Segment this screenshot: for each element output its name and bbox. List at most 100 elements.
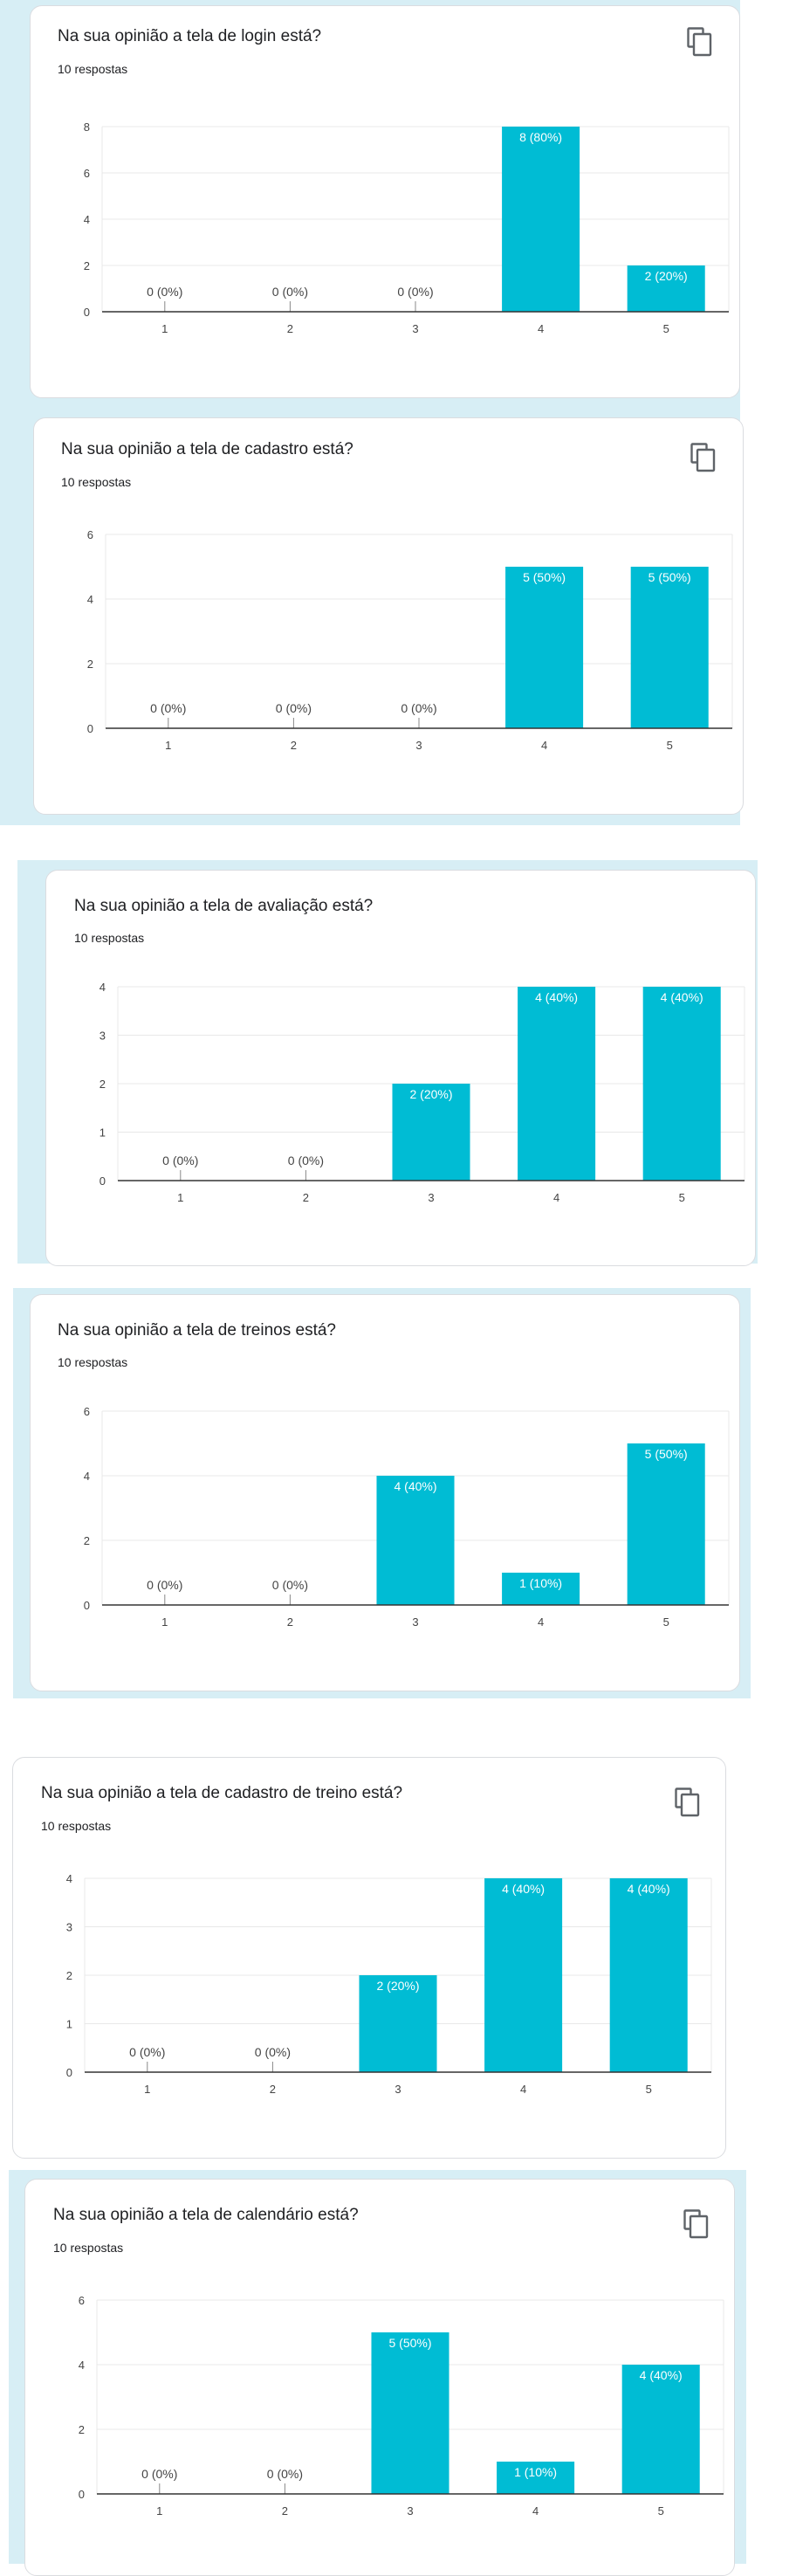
x-tick-label: 2 xyxy=(270,2083,276,2096)
x-tick-label: 5 xyxy=(663,322,669,335)
data-label: 4 (40%) xyxy=(502,1882,545,1896)
bar xyxy=(497,2462,575,2494)
y-tick-label: 2 xyxy=(79,2423,85,2436)
copy-icon xyxy=(690,443,716,472)
copy-chart-button[interactable] xyxy=(690,443,717,472)
y-tick-label: 0 xyxy=(100,1174,106,1188)
x-tick-label: 1 xyxy=(165,739,171,752)
response-count: 10 respostas xyxy=(41,1819,112,1833)
bar xyxy=(630,567,709,728)
x-tick-label: 1 xyxy=(144,2083,150,2096)
question-card-treinos: Na sua opinião a tela de treinos está? 1… xyxy=(30,1294,740,1691)
bar-chart: 0 1 2 3 4 0 (0%) 1 0 (0%) 2 2 (20%) 3 4 (40%) 4 4 (40… xyxy=(100,981,745,1204)
y-tick-label: 2 xyxy=(66,1969,72,1982)
data-label: 0 (0%) xyxy=(141,2467,177,2481)
question-title: Na sua opinião a tela de treinos está? xyxy=(58,1321,336,1340)
x-tick-label: 5 xyxy=(658,2504,664,2517)
y-tick-label: 2 xyxy=(84,259,90,272)
x-tick-label: 4 xyxy=(538,322,544,335)
question-title: Na sua opinião a tela de cadastro de tre… xyxy=(41,1784,403,1802)
data-label: 1 (10%) xyxy=(519,1576,562,1590)
data-label: 5 (50%) xyxy=(388,2336,431,2350)
question-title: Na sua opinião a tela de avaliação está? xyxy=(74,897,374,915)
data-label: 0 (0%) xyxy=(272,1578,308,1592)
bar xyxy=(505,567,584,728)
x-tick-label: 5 xyxy=(646,2083,652,2096)
data-label: 1 (10%) xyxy=(514,2465,557,2479)
x-tick-label: 5 xyxy=(663,1615,669,1629)
question-card-calendario: Na sua opinião a tela de calendário está… xyxy=(24,2179,735,2576)
x-tick-label: 3 xyxy=(407,2504,413,2517)
y-tick-label: 4 xyxy=(87,593,93,606)
y-tick-label: 4 xyxy=(100,981,106,994)
copy-chart-button[interactable] xyxy=(675,1787,701,1817)
response-count: 10 respostas xyxy=(58,1355,128,1369)
response-count: 10 respostas xyxy=(53,2241,124,2255)
bar-chart: 0 2 4 6 0 (0%) 1 0 (0%) 2 0 (0%) 3 5 (50%) 4 5 (50%)… xyxy=(87,528,733,752)
x-tick-label: 1 xyxy=(161,1615,168,1629)
response-count: 10 respostas xyxy=(61,475,132,489)
bar xyxy=(484,1878,563,2072)
x-tick-label: 4 xyxy=(553,1191,559,1204)
y-tick-label: 6 xyxy=(84,167,90,180)
data-label: 0 (0%) xyxy=(255,2045,291,2059)
data-label: 5 (50%) xyxy=(645,1447,688,1461)
copy-chart-button[interactable] xyxy=(683,2209,710,2239)
x-tick-label: 2 xyxy=(287,322,293,335)
bar-chart: 0 2 4 6 0 (0%) 1 0 (0%) 2 5 (50%) 3 1 (10%) 4 4 (40%… xyxy=(79,2294,724,2517)
copy-icon xyxy=(675,1787,700,1817)
x-tick-label: 4 xyxy=(532,2504,539,2517)
bar xyxy=(502,127,580,312)
question-title: Na sua opinião a tela de login está? xyxy=(58,27,322,45)
y-tick-label: 2 xyxy=(84,1534,90,1547)
question-card-login: Na sua opinião a tela de login está? 10 … xyxy=(30,5,740,398)
x-tick-label: 2 xyxy=(282,2504,288,2517)
data-label: 0 (0%) xyxy=(150,701,186,715)
data-label: 0 (0%) xyxy=(162,1154,198,1167)
question-card-avaliacao: Na sua opinião a tela de avaliação está?… xyxy=(45,870,756,1266)
copy-icon xyxy=(683,2209,709,2239)
bar xyxy=(376,1476,455,1605)
y-tick-label: 4 xyxy=(66,1872,72,1885)
copy-chart-button[interactable] xyxy=(687,27,713,57)
data-label: 5 (50%) xyxy=(648,570,691,584)
y-tick-label: 6 xyxy=(79,2294,85,2307)
data-label: 0 (0%) xyxy=(272,285,308,299)
data-label: 0 (0%) xyxy=(129,2045,165,2059)
data-label: 4 (40%) xyxy=(661,990,703,1004)
bar xyxy=(627,265,705,312)
question-title: Na sua opinião a tela de calendário está… xyxy=(53,2206,359,2224)
x-tick-label: 1 xyxy=(177,1191,183,1204)
data-label: 4 (40%) xyxy=(628,1882,670,1896)
data-label: 0 (0%) xyxy=(276,701,312,715)
data-label: 4 (40%) xyxy=(394,1479,436,1493)
x-tick-label: 2 xyxy=(303,1191,309,1204)
x-tick-label: 2 xyxy=(291,739,297,752)
y-tick-label: 8 xyxy=(84,121,90,134)
y-tick-label: 4 xyxy=(79,2359,85,2372)
bar-chart: 0 1 2 3 4 0 (0%) 1 0 (0%) 2 2 (20%) 3 4 (40%) 4 4 (40… xyxy=(66,1872,712,2096)
data-label: 4 (40%) xyxy=(640,2368,683,2382)
question-card-cadastro: Na sua opinião a tela de cadastro está? … xyxy=(33,417,744,815)
x-tick-label: 4 xyxy=(541,739,547,752)
y-tick-label: 6 xyxy=(87,528,93,541)
data-label: 0 (0%) xyxy=(267,2467,303,2481)
x-tick-label: 3 xyxy=(412,1615,418,1629)
y-tick-label: 4 xyxy=(84,1470,90,1483)
bar xyxy=(627,1443,705,1605)
question-title: Na sua opinião a tela de cadastro está? xyxy=(61,440,353,458)
data-label: 4 (40%) xyxy=(535,990,578,1004)
x-tick-label: 3 xyxy=(412,322,418,335)
y-tick-label: 0 xyxy=(84,1599,90,1612)
data-label: 0 (0%) xyxy=(397,285,433,299)
y-tick-label: 0 xyxy=(66,2066,72,2079)
x-tick-label: 3 xyxy=(395,2083,401,2096)
data-label: 0 (0%) xyxy=(147,285,182,299)
x-tick-label: 3 xyxy=(428,1191,434,1204)
y-tick-label: 0 xyxy=(79,2488,85,2501)
bar-chart: 0 2 4 6 8 0 (0%) 1 0 (0%) 2 0 (0%) 3 8 (80%) 4 2 (20%… xyxy=(84,121,730,335)
x-tick-label: 1 xyxy=(156,2504,162,2517)
data-label: 2 (20%) xyxy=(376,1979,419,1993)
bar xyxy=(621,2365,700,2494)
copy-icon xyxy=(687,27,712,57)
